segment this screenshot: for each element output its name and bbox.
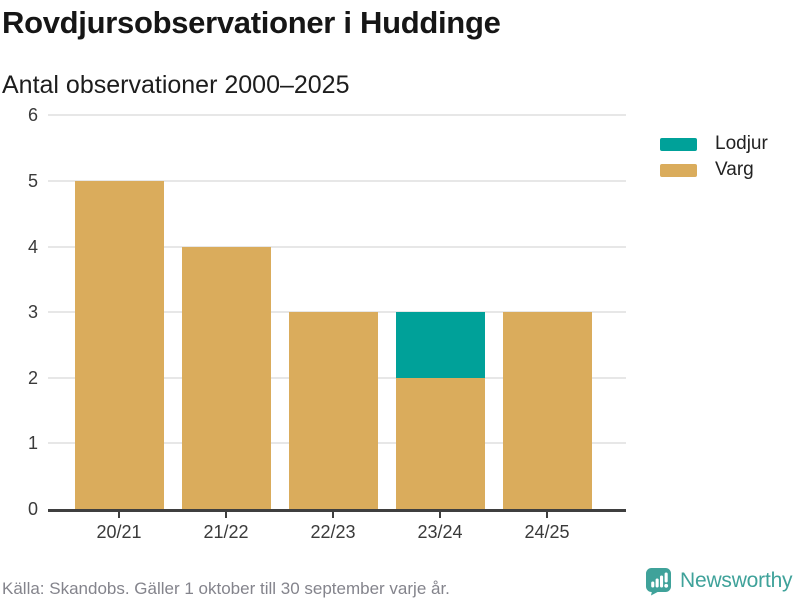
legend-label: Lodjur	[715, 133, 768, 154]
bar-segment-lodjur	[395, 312, 485, 378]
bar-segment-varg	[395, 377, 485, 509]
legend-label: Varg	[715, 159, 754, 180]
chart-subtitle: Antal observationer 2000–2025	[2, 71, 350, 99]
gridline	[48, 114, 626, 117]
legend-item-lodjur: Lodjur	[660, 133, 768, 155]
x-axis-label: 20/21	[96, 522, 142, 542]
legend-swatch-varg	[660, 163, 697, 177]
x-axis-label: 22/23	[310, 522, 356, 542]
x-axis-line	[48, 509, 626, 512]
legend-swatch-lodjur	[660, 137, 697, 151]
gridline	[48, 180, 626, 182]
brand: Newsworthy	[645, 566, 793, 596]
brand-name: Newsworthy	[680, 569, 793, 592]
x-axis-tick	[118, 512, 120, 518]
bar-segment-varg	[74, 181, 164, 509]
y-axis-label: 6	[27, 105, 38, 126]
x-axis-tick	[546, 512, 548, 518]
y-axis-label: 4	[27, 236, 38, 257]
legend: Lodjur Varg	[660, 133, 768, 185]
x-axis-tick	[439, 512, 441, 518]
x-axis-label: 23/24	[417, 522, 463, 542]
x-axis-label: 24/25	[524, 522, 570, 542]
y-axis-label: 1	[27, 433, 38, 454]
bar-segment-varg	[502, 312, 592, 509]
y-axis-label: 0	[27, 499, 38, 519]
legend-item-varg: Varg	[660, 159, 768, 181]
chart-title: Rovdjursobservationer i Huddinge	[2, 5, 501, 40]
y-axis-label: 5	[27, 171, 38, 191]
x-axis-label: 21/22	[203, 522, 249, 542]
x-axis-tick	[332, 512, 334, 518]
y-axis-label: 2	[27, 367, 38, 388]
source-note: Källa: Skandobs. Gäller 1 oktober till 3…	[2, 579, 450, 598]
newsworthy-logo-icon	[646, 567, 671, 595]
y-axis-label: 3	[27, 302, 38, 323]
bar-segment-varg	[181, 246, 271, 509]
x-axis-tick	[225, 512, 227, 518]
bar-segment-varg	[288, 312, 378, 509]
gridline	[48, 245, 626, 248]
